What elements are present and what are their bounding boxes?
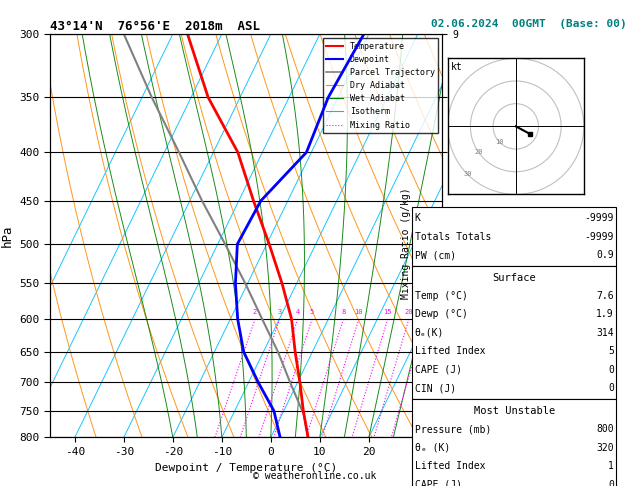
Text: Most Unstable: Most Unstable (474, 406, 555, 416)
Text: kt: kt (450, 62, 462, 72)
Text: 30: 30 (464, 172, 472, 177)
Text: CAPE (J): CAPE (J) (415, 480, 462, 486)
Y-axis label: km
ASL: km ASL (477, 236, 494, 257)
Text: 20: 20 (404, 309, 413, 315)
Text: 7.6: 7.6 (596, 291, 614, 301)
Text: 0: 0 (608, 383, 614, 393)
Text: CIN (J): CIN (J) (415, 383, 455, 393)
Text: 10: 10 (355, 309, 363, 315)
Text: 800: 800 (596, 424, 614, 434)
Text: 0: 0 (608, 480, 614, 486)
Text: Temp (°C): Temp (°C) (415, 291, 467, 301)
Legend: Temperature, Dewpoint, Parcel Trajectory, Dry Adiabat, Wet Adiabat, Isotherm, Mi: Temperature, Dewpoint, Parcel Trajectory… (323, 38, 438, 133)
Text: 43°14'N  76°56'E  2018m  ASL: 43°14'N 76°56'E 2018m ASL (50, 20, 260, 33)
Text: 20: 20 (474, 149, 483, 156)
Text: © weatheronline.co.uk: © weatheronline.co.uk (253, 471, 376, 481)
Text: 3: 3 (277, 309, 282, 315)
Text: Surface: Surface (493, 273, 536, 282)
Y-axis label: hPa: hPa (1, 225, 14, 247)
Text: Mixing Ratio (g/kg): Mixing Ratio (g/kg) (401, 187, 411, 299)
Text: 8: 8 (342, 309, 345, 315)
Text: LCL: LCL (445, 410, 462, 420)
Text: 1: 1 (608, 461, 614, 471)
Text: θₑ (K): θₑ (K) (415, 443, 450, 452)
Text: 4: 4 (296, 309, 300, 315)
Text: 5: 5 (608, 347, 614, 356)
Text: Totals Totals: Totals Totals (415, 232, 491, 242)
Text: 320: 320 (596, 443, 614, 452)
Text: θₑ(K): θₑ(K) (415, 328, 444, 338)
Text: 25: 25 (421, 309, 430, 315)
Text: 314: 314 (596, 328, 614, 338)
Text: 02.06.2024  00GMT  (Base: 00): 02.06.2024 00GMT (Base: 00) (431, 19, 626, 30)
Text: 0.9: 0.9 (596, 250, 614, 260)
Text: Lifted Index: Lifted Index (415, 461, 485, 471)
Text: 2: 2 (253, 309, 257, 315)
X-axis label: Dewpoint / Temperature (°C): Dewpoint / Temperature (°C) (155, 463, 337, 473)
Text: 5: 5 (310, 309, 314, 315)
Text: Dewp (°C): Dewp (°C) (415, 310, 467, 319)
Text: -9999: -9999 (584, 213, 614, 223)
Text: 0: 0 (608, 365, 614, 375)
Text: Lifted Index: Lifted Index (415, 347, 485, 356)
Text: -9999: -9999 (584, 232, 614, 242)
Text: PW (cm): PW (cm) (415, 250, 455, 260)
Text: CAPE (J): CAPE (J) (415, 365, 462, 375)
Text: Pressure (mb): Pressure (mb) (415, 424, 491, 434)
Text: 1.9: 1.9 (596, 310, 614, 319)
Text: 10: 10 (496, 139, 504, 145)
Text: 15: 15 (384, 309, 392, 315)
Text: K: K (415, 213, 420, 223)
